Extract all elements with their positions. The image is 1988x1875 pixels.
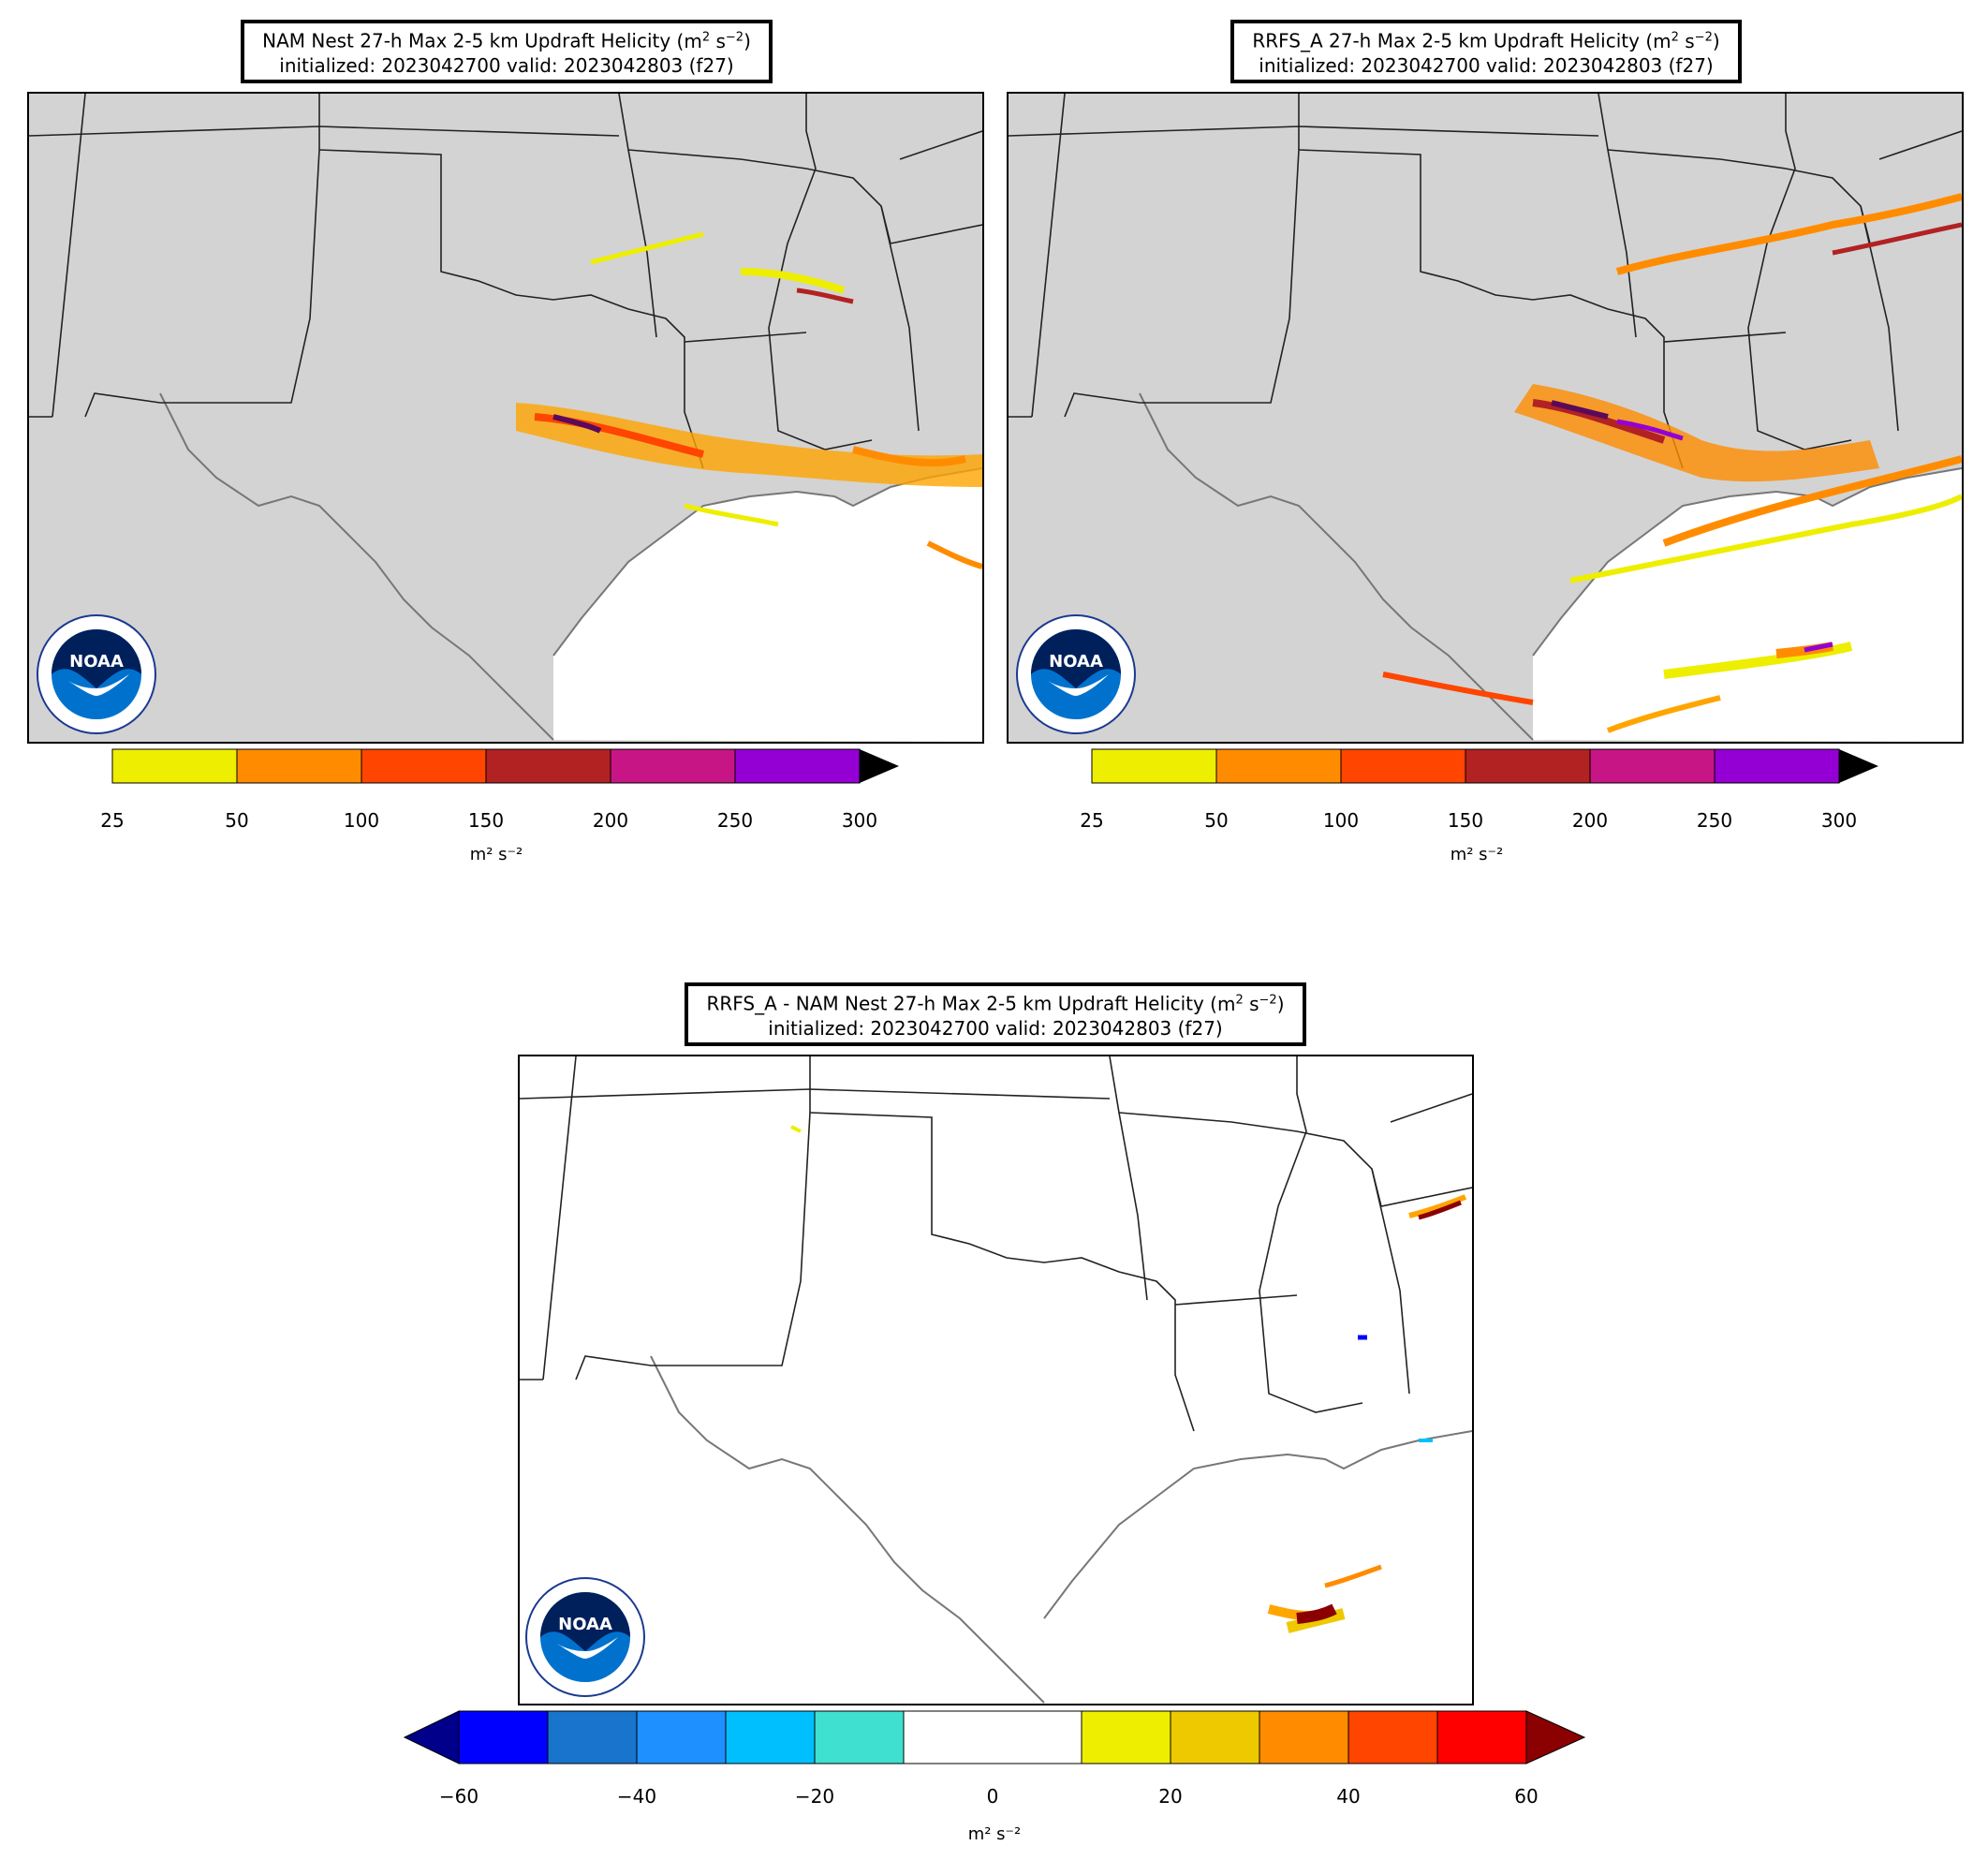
- nam-unit-label: m² s⁻²: [469, 845, 523, 864]
- nam-helicity-swaths: [516, 231, 982, 569]
- nam-colorbar: [110, 747, 906, 790]
- rrfs-tick: 150: [1447, 809, 1484, 832]
- diff-tick: 0: [986, 1785, 999, 1808]
- rrfs-tick: 200: [1571, 809, 1609, 832]
- diff-tick: 60: [1514, 1785, 1539, 1808]
- diff-tick: 40: [1336, 1785, 1361, 1808]
- nam-map: [27, 92, 984, 744]
- nam-tick: 150: [467, 809, 505, 832]
- nam-tick: 200: [592, 809, 629, 832]
- diff-helicity-swaths: [790, 1125, 1467, 1633]
- nam-tick: 25: [100, 809, 125, 832]
- rrfs-title-line2: initialized: 2023042700 valid: 202304280…: [1259, 53, 1714, 77]
- diff-title-line2: initialized: 2023042700 valid: 202304280…: [768, 1016, 1223, 1040]
- noaa-logo: NOAA: [524, 1576, 646, 1702]
- rrfs-tick: 50: [1204, 809, 1229, 832]
- diff-colorbar: [403, 1709, 1587, 1769]
- diff-tick: −60: [438, 1785, 479, 1808]
- diff-title-units: (m2 s−2): [1210, 992, 1285, 1015]
- nam-tick: 250: [716, 809, 754, 832]
- diff-title: RRFS_A - NAM Nest 27-h Max 2-5 km Updraf…: [685, 982, 1306, 1046]
- diff-title-line1: RRFS_A - NAM Nest 27-h Max 2-5 km Updraf…: [706, 992, 1204, 1015]
- nam-tick: 300: [841, 809, 878, 832]
- nam-tick: 100: [343, 809, 380, 832]
- diff-tick: 20: [1158, 1785, 1183, 1808]
- diff-unit-label: m² s⁻²: [967, 1824, 1022, 1844]
- svg-text:NOAA: NOAA: [69, 652, 124, 672]
- rrfs-unit-label: m² s⁻²: [1450, 845, 1504, 864]
- rrfs-colorbar: [1090, 747, 1886, 790]
- noaa-logo: NOAA: [1015, 613, 1137, 739]
- nam-title-units: (m2 s−2): [676, 29, 751, 52]
- diff-tick: −40: [616, 1785, 657, 1808]
- rrfs-tick: 25: [1080, 809, 1104, 832]
- rrfs-title: RRFS_A 27-h Max 2-5 km Updraft Helicity …: [1230, 20, 1742, 83]
- rrfs-helicity-swaths: [1382, 193, 1962, 733]
- diff-map: [518, 1055, 1474, 1705]
- rrfs-title-units: (m2 s−2): [1645, 29, 1720, 52]
- rrfs-title-line1: RRFS_A 27-h Max 2-5 km Updraft Helicity: [1252, 29, 1640, 52]
- svg-text:NOAA: NOAA: [558, 1615, 612, 1634]
- nam-title-line1: NAM Nest 27-h Max 2-5 km Updraft Helicit…: [262, 29, 671, 52]
- rrfs-map: [1007, 92, 1964, 744]
- rrfs-tick: 300: [1820, 809, 1858, 832]
- svg-text:NOAA: NOAA: [1049, 652, 1103, 672]
- rrfs-tick: 100: [1322, 809, 1360, 832]
- nam-tick: 50: [225, 809, 249, 832]
- rrfs-tick: 250: [1696, 809, 1733, 832]
- nam-title-line2: initialized: 2023042700 valid: 202304280…: [279, 53, 734, 77]
- nam-title: NAM Nest 27-h Max 2-5 km Updraft Helicit…: [241, 20, 773, 83]
- diff-tick: −20: [794, 1785, 835, 1808]
- noaa-logo: NOAA: [36, 613, 157, 739]
